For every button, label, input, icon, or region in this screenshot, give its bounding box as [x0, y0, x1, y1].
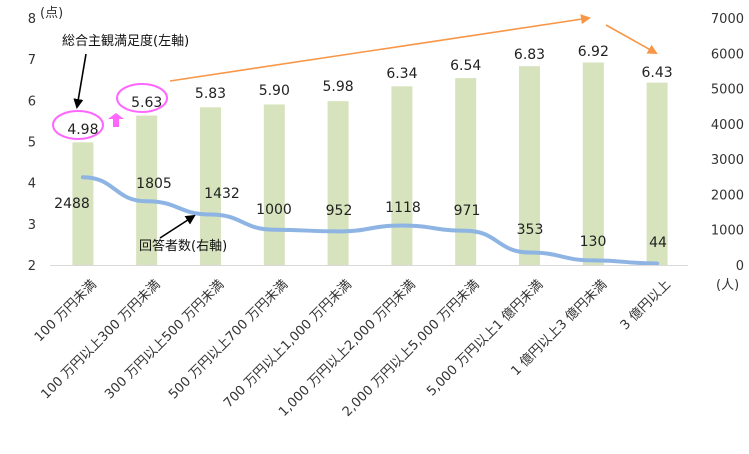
x-tick-label-9: 3 億円以上	[617, 277, 674, 334]
y-left-tick: 4	[28, 177, 36, 192]
y-right-unit: (人)	[716, 278, 739, 293]
bar-4	[327, 101, 349, 265]
x-tick-label-7: 5,000 万円以上1 億円未満	[423, 277, 546, 400]
bar-0	[72, 142, 94, 265]
y-right-tick: 4000	[711, 118, 744, 133]
trend-down-arrow	[605, 24, 658, 54]
line-point-1	[145, 199, 149, 203]
bar-5	[391, 86, 413, 265]
line-point-0	[81, 175, 85, 179]
x-tick-label-4: 700 万円以上1,000 万円未満	[221, 277, 355, 411]
y-left-tick: 6	[28, 94, 36, 109]
y-left-tick: 8	[28, 12, 36, 27]
y-left-tick: 2	[28, 259, 36, 274]
y-right-tick: 2000	[711, 188, 744, 203]
line-point-2	[209, 212, 212, 216]
y-left-tick: 3	[28, 218, 36, 233]
line-data-label-8: 130	[580, 234, 607, 250]
bar-data-label-9: 6.43	[642, 65, 673, 81]
line-point-5	[400, 224, 404, 228]
line-series-annotation: 回答者数(右軸)	[139, 238, 227, 254]
x-tick-label-3: 500 万円以上700 万円未満	[166, 277, 291, 402]
bar-6	[455, 78, 477, 265]
x-tick-label-2: 300 万円以上500 万円未満	[102, 277, 227, 402]
bar-data-label-4: 5.98	[323, 79, 354, 95]
y-left-tick: 5	[28, 136, 36, 151]
line-data-label-4: 952	[326, 203, 353, 219]
bar-data-label-2: 5.83	[195, 86, 226, 102]
y-right-tick: 0	[736, 259, 744, 274]
line-data-label-2: 1432	[204, 186, 240, 202]
y-right-tick: 6000	[711, 47, 744, 62]
y-right-tick: 1000	[711, 224, 744, 239]
bar-3	[263, 104, 285, 265]
line-data-label-7: 353	[517, 222, 544, 238]
bar-data-label-3: 5.90	[259, 83, 290, 99]
bar-data-label-6: 6.54	[450, 58, 481, 74]
y-right-tick: 5000	[711, 83, 744, 98]
bar-7	[519, 66, 540, 265]
bar-series-annotation: 総合主観満足度(左軸)	[62, 33, 189, 49]
line-data-label-6: 971	[454, 203, 481, 219]
line-point-8	[591, 258, 595, 262]
bar-2	[200, 107, 221, 265]
bar-data-label-7: 6.83	[514, 47, 545, 63]
line-data-label-9: 44	[649, 235, 667, 251]
bar-8	[582, 62, 604, 266]
line-point-4	[336, 229, 340, 233]
y-right-tick: 7000	[711, 12, 744, 27]
x-tick-label-0: 100 万円未満	[32, 277, 100, 345]
x-tick-label-1: 100 万円以上300 万円未満	[38, 277, 163, 402]
bar-1	[136, 115, 158, 265]
line-point-3	[272, 228, 276, 232]
bar-9	[646, 82, 668, 265]
x-tick-label-5: 1,000 万円以上2,000 万円未満	[276, 277, 419, 420]
highlight-ellipse-1	[116, 83, 168, 113]
line-point-7	[528, 251, 531, 255]
line-data-label-5: 1118	[385, 200, 421, 216]
y-right-tick: 3000	[711, 153, 744, 168]
increase-arrow-icon	[108, 113, 124, 127]
bar-annotation-arrow	[73, 53, 87, 109]
bar-data-label-1: 5.63	[131, 95, 162, 111]
respondents-line	[80, 175, 660, 266]
line-point-6	[464, 229, 468, 233]
trend-up-arrow	[169, 14, 591, 82]
highlight-ellipse-0	[52, 110, 104, 140]
bar-data-label-8: 6.92	[578, 44, 609, 60]
line-data-label-3: 1000	[256, 202, 292, 218]
bar-data-label-5: 6.34	[386, 66, 417, 82]
x-tick-label-6: 2,000 万円以上5,000 万円未満	[340, 277, 483, 420]
y-left-unit: (点)	[40, 6, 63, 21]
line-point-9	[655, 261, 659, 265]
y-left-tick: 7	[28, 53, 36, 68]
bar-data-label-0: 4.98	[67, 122, 98, 138]
line-annotation-arrow	[159, 214, 196, 239]
line-data-label-1: 1805	[136, 176, 172, 192]
line-data-label-0: 2488	[54, 196, 90, 212]
